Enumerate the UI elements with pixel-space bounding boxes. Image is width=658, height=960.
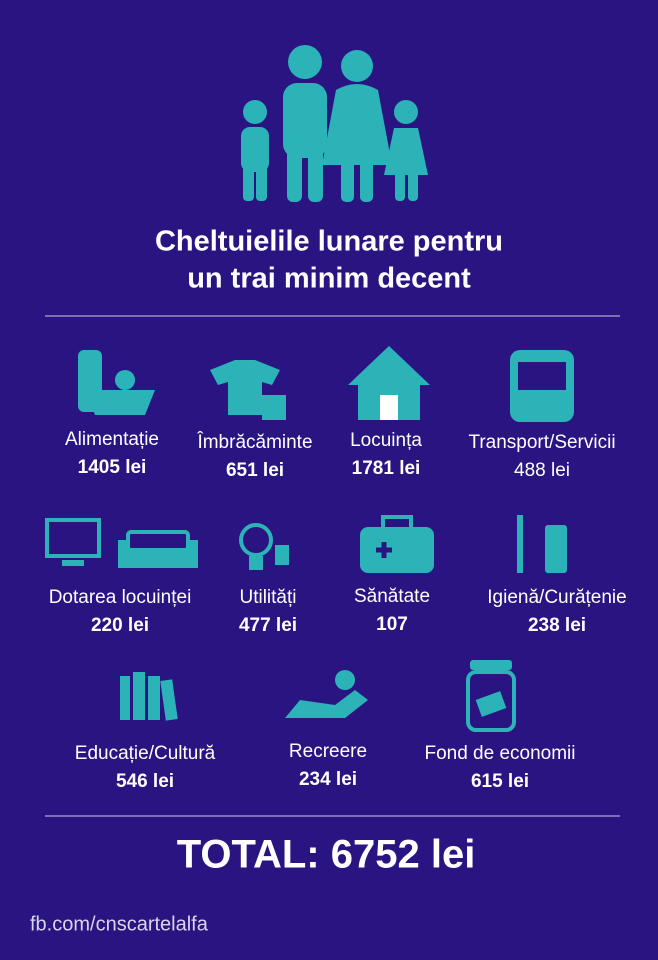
bulb-icon <box>239 523 289 570</box>
item-label: Igienă/Curățenie <box>487 587 626 608</box>
title-line: Cheltuielile lunare pentru <box>155 226 503 258</box>
furniture-icon <box>45 518 198 568</box>
bus-icon <box>510 350 574 422</box>
title-line: un trai minim decent <box>187 263 471 295</box>
item-label: Dotarea locuinței <box>49 587 192 608</box>
books-icon <box>120 672 178 721</box>
item-label: Alimentație <box>65 429 159 450</box>
item-value: 107 <box>376 614 408 635</box>
medkit-icon <box>360 515 434 573</box>
recreation-icon <box>285 670 368 718</box>
house-icon <box>348 346 430 420</box>
item-value: 615 lei <box>471 771 529 792</box>
clothes-icon <box>210 360 286 420</box>
jar-icon <box>466 660 516 732</box>
item-label: Locuința <box>350 430 422 451</box>
item-value: 1405 lei <box>78 457 147 478</box>
item-label: Recreere <box>289 741 367 762</box>
item-label: Îmbrăcăminte <box>196 431 312 453</box>
item-label: Educație/Cultură <box>75 743 216 764</box>
item-value: 220 lei <box>91 615 149 636</box>
item-label: Utilități <box>239 587 296 608</box>
item-label: Fond de economii <box>424 743 575 764</box>
item-value: 477 lei <box>239 615 297 636</box>
item-value: 546 lei <box>116 771 174 792</box>
item-label: Transport/Servicii <box>468 432 615 453</box>
hygiene-icon <box>517 515 567 573</box>
item-value: 488 lei <box>514 460 570 481</box>
item-label: Sănătate <box>354 586 430 607</box>
footer: fb.com/cnscartelalfa <box>30 913 209 935</box>
food-icon <box>78 350 155 415</box>
family-icon <box>241 45 428 202</box>
item-value: 651 lei <box>226 460 284 481</box>
item-value: 238 lei <box>528 615 586 636</box>
item-value: 1781 lei <box>352 458 421 479</box>
total: TOTAL: 6752 lei <box>177 833 476 877</box>
item-value: 234 lei <box>299 769 357 790</box>
